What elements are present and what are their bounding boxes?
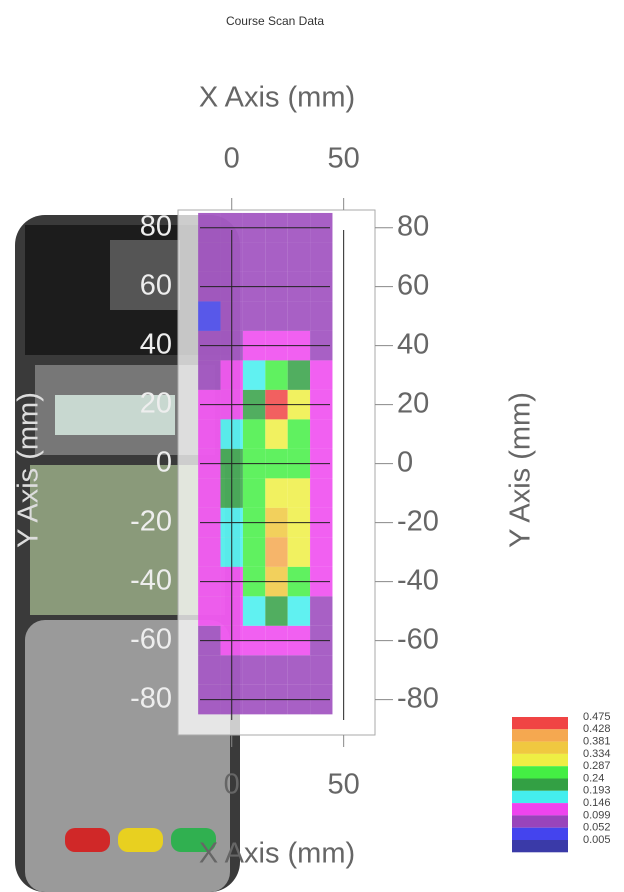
x-tick-label: 0 bbox=[224, 769, 240, 801]
contour-cell bbox=[242, 596, 266, 626]
y-tick-label: -20 bbox=[130, 505, 172, 537]
contour-cell bbox=[310, 537, 333, 567]
y-tick-label: 80 bbox=[397, 210, 429, 242]
legend-label: 0.287 bbox=[583, 760, 611, 772]
legend-swatch bbox=[512, 815, 568, 828]
legend-label: 0.381 bbox=[583, 736, 611, 748]
legend-label: 0.334 bbox=[583, 748, 611, 760]
contour-cell bbox=[287, 655, 311, 685]
x-tick-label: 50 bbox=[328, 143, 360, 175]
y-tick-label: -80 bbox=[130, 682, 172, 714]
contour-cell bbox=[198, 419, 221, 449]
y-tick-label: -80 bbox=[397, 682, 439, 714]
contour-cell bbox=[242, 655, 266, 685]
contour-cell bbox=[265, 419, 288, 449]
contour-cell bbox=[265, 301, 288, 331]
x-tick-label: 0 bbox=[224, 143, 240, 175]
contour-cell bbox=[198, 301, 221, 331]
y-tick-label: -60 bbox=[397, 623, 439, 655]
legend-swatch bbox=[512, 790, 568, 804]
legend-label: 0.099 bbox=[583, 809, 611, 821]
y-tick-label: 20 bbox=[140, 387, 172, 419]
contour-cell bbox=[287, 242, 311, 272]
legend-swatch bbox=[512, 729, 568, 742]
legend-swatch bbox=[512, 840, 568, 853]
legend-swatch bbox=[512, 766, 568, 779]
contour-cell bbox=[242, 301, 266, 331]
contour-cell bbox=[265, 655, 288, 685]
y-tick-label: 20 bbox=[397, 387, 429, 419]
y-tick-label: -40 bbox=[397, 564, 439, 596]
y-axis-label: Y Axis (mm) bbox=[13, 392, 45, 548]
contour-cell bbox=[310, 360, 333, 390]
legend-label: 0.193 bbox=[583, 785, 611, 797]
legend-swatch bbox=[512, 753, 568, 767]
y-tick-label: 80 bbox=[140, 210, 172, 242]
contour-cell bbox=[198, 242, 221, 272]
contour-cell bbox=[287, 360, 311, 390]
legend-label: 0.052 bbox=[583, 822, 611, 834]
contour-cell bbox=[242, 537, 266, 567]
contour-cell bbox=[310, 478, 333, 508]
contour-cell bbox=[265, 478, 288, 508]
contour-cell bbox=[310, 301, 333, 331]
contour-cell bbox=[265, 596, 288, 626]
contour-cell bbox=[287, 596, 311, 626]
legend-swatch bbox=[512, 778, 568, 791]
y-tick-label: 40 bbox=[397, 328, 429, 360]
legend-label: 0.24 bbox=[583, 772, 604, 784]
contour-cell bbox=[287, 419, 311, 449]
contour-cell bbox=[310, 419, 333, 449]
contour-cell bbox=[287, 537, 311, 567]
y-tick-label: 60 bbox=[397, 269, 429, 301]
contour-cell bbox=[198, 478, 221, 508]
y-tick-label: 60 bbox=[140, 269, 172, 301]
legend-label: 0.146 bbox=[583, 797, 611, 809]
legend-label: 0.428 bbox=[583, 723, 611, 735]
contour-cell bbox=[198, 655, 221, 685]
contour-cell bbox=[310, 655, 333, 685]
y-tick-label: 0 bbox=[397, 446, 413, 478]
legend-label: 0.475 bbox=[583, 711, 611, 723]
contour-cell bbox=[242, 360, 266, 390]
contour-cell bbox=[310, 242, 333, 272]
contour-cell bbox=[265, 242, 288, 272]
legend-swatch bbox=[512, 827, 568, 840]
chart-title: Course Scan Data bbox=[226, 14, 324, 28]
contour-cell bbox=[265, 360, 288, 390]
contour-cell bbox=[198, 537, 221, 567]
x-axis-label: X Axis (mm) bbox=[199, 82, 355, 114]
contour-cell bbox=[242, 478, 266, 508]
legend-swatch bbox=[512, 741, 568, 754]
x-axis-label: X Axis (mm) bbox=[199, 838, 355, 870]
contour-cell bbox=[287, 478, 311, 508]
legend-label: 0.005 bbox=[583, 834, 611, 846]
contour-cell bbox=[242, 419, 266, 449]
contour-cell bbox=[265, 537, 288, 567]
legend-swatch bbox=[512, 803, 568, 816]
legend-swatch bbox=[512, 717, 568, 730]
contour-cell bbox=[198, 360, 221, 390]
contour-cell bbox=[198, 596, 221, 626]
y-tick-label: -40 bbox=[130, 564, 172, 596]
y-tick-label: 40 bbox=[140, 328, 172, 360]
x-tick-label: 50 bbox=[328, 769, 360, 801]
y-tick-label: -60 bbox=[130, 623, 172, 655]
y-tick-label: 0 bbox=[156, 446, 172, 478]
y-axis-label: Y Axis (mm) bbox=[505, 392, 537, 548]
y-tick-label: -20 bbox=[397, 505, 439, 537]
contour-cell bbox=[310, 596, 333, 626]
contour-cell bbox=[287, 301, 311, 331]
contour-cell bbox=[242, 242, 266, 272]
